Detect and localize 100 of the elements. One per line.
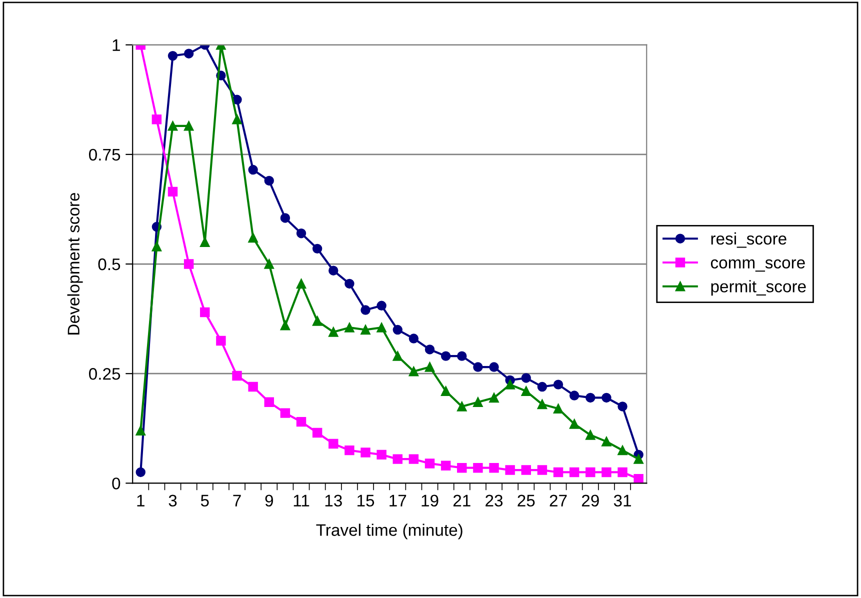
point [360,305,370,315]
point [152,114,162,124]
x-tick-label: 23 [486,494,503,507]
point [634,474,644,484]
point [618,402,628,412]
point [152,242,162,252]
point [521,465,531,475]
point [328,438,338,449]
point [232,370,242,381]
point [280,320,290,330]
point [537,465,548,475]
point [296,416,306,427]
point [184,259,194,269]
point [248,382,258,392]
point [586,392,596,403]
point [392,324,402,335]
point [569,467,580,478]
x-tick-label: 7 [233,494,241,506]
y-axis-title: Development score [67,192,83,334]
x-tick-label: 29 [582,494,599,507]
point [440,460,451,471]
point [376,322,386,332]
point [360,324,370,335]
x-tick-label: 3 [168,494,177,507]
point [521,373,531,383]
point [602,436,612,446]
x-tick-label: 25 [518,494,535,507]
point [200,237,210,247]
point [602,467,612,478]
point [457,462,467,473]
point [168,186,178,197]
point [424,458,435,468]
point [489,392,499,403]
point [440,351,451,361]
point [312,428,322,438]
y-tick-label: 0.5 [98,258,120,270]
point [184,48,194,58]
point [264,397,274,407]
x-tick-label: 1 [137,494,144,506]
point [328,327,338,337]
legend-label: comm_score [710,259,805,272]
x-tick-label: 19 [422,494,438,507]
x-tick-label: 17 [390,494,406,506]
legend-label: permit_score [711,280,806,296]
point [264,259,274,269]
point [344,278,354,289]
point [618,467,628,478]
x-tick-label: 13 [325,494,342,507]
point [586,430,596,440]
point [489,462,499,473]
point [200,307,210,318]
x-tick-label: 11 [294,494,310,506]
point [553,467,564,478]
x-tick-label: 15 [358,494,374,507]
point [553,380,564,390]
point [312,244,322,254]
point [569,419,580,429]
point [312,316,322,326]
point [136,467,146,478]
point [537,382,548,392]
point [296,228,306,238]
y-tick-label: 0.75 [89,148,120,161]
point [376,450,386,460]
legend-label: resi_score [711,232,786,248]
point [168,121,178,131]
point [392,351,402,361]
point [586,467,596,478]
x-axis-title: Travel time (minute) [316,524,462,540]
point [537,399,548,410]
point [392,454,402,464]
point [136,426,146,436]
point [473,462,483,473]
point [618,445,628,456]
point [408,334,419,344]
point [296,278,306,289]
point [424,362,435,372]
point [280,213,290,223]
x-tick-label: 21 [453,494,470,506]
point [168,50,178,61]
x-tick-label: 5 [200,494,209,507]
point [440,386,451,396]
y-tick-label: 0.25 [89,368,120,380]
point [408,454,419,464]
point [216,336,226,346]
point [505,465,515,475]
point [473,362,483,372]
point [232,114,242,124]
point [569,390,580,400]
point [408,366,419,376]
point [344,445,354,456]
point [521,386,531,396]
point [360,448,370,458]
point [248,232,258,243]
point [376,300,386,311]
point [457,351,467,361]
point [553,404,564,414]
point [505,380,515,390]
point [184,121,194,131]
point [424,344,435,354]
point [264,176,274,186]
